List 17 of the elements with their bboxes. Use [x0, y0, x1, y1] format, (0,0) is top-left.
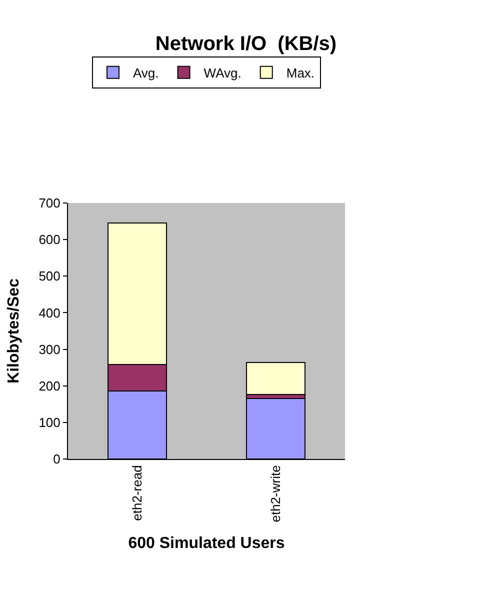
y-tick-label: 600 — [38, 232, 60, 248]
legend-label: Avg. — [133, 65, 159, 80]
x-tick-label: eth2-write — [268, 465, 283, 522]
bar — [246, 362, 306, 396]
y-tick-label: 400 — [38, 305, 60, 320]
x-tick-label: eth2-read — [129, 465, 144, 521]
y-tick-label: 500 — [38, 268, 60, 284]
legend-label: WAvg. — [204, 65, 242, 80]
chart-title: Network I/O (KB/s) — [155, 33, 337, 56]
x-axis-title: 600 Simulated Users — [128, 534, 285, 552]
y-tick-label: 100 — [38, 414, 60, 430]
y-tick-label: 0 — [53, 452, 60, 467]
y-tick-label: 200 — [38, 378, 60, 394]
legend-label: Max. — [286, 65, 315, 80]
y-axis-title: Kilobytes/Sec — [6, 278, 23, 384]
y-tick-label: 300 — [38, 342, 60, 357]
y-tick-label: 700 — [38, 196, 60, 211]
